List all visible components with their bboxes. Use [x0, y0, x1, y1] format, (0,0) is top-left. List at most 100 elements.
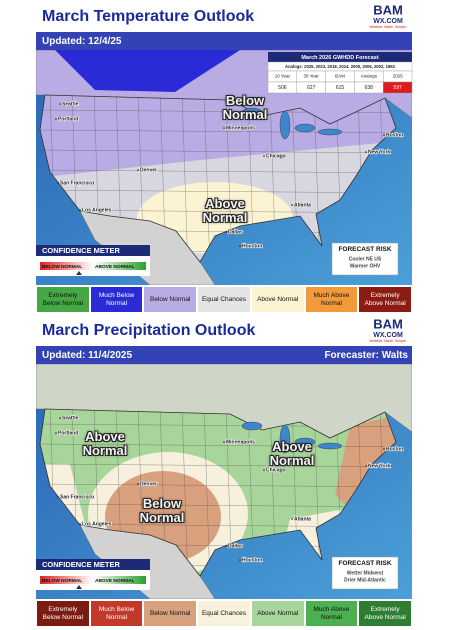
city-dot: [57, 182, 59, 184]
map-label: Below Normal: [222, 93, 268, 122]
city-name: Houston: [242, 243, 262, 249]
map-label: Below Normal: [139, 496, 185, 525]
city-dot: [291, 204, 293, 206]
state-border: [203, 409, 211, 576]
risk-title: FORECAST RISK: [338, 560, 391, 567]
great-lake: [317, 442, 343, 450]
state-border: [313, 409, 321, 576]
table-header: 10 Year: [275, 74, 291, 79]
state-border: [181, 409, 189, 576]
updated-bar: [36, 32, 412, 50]
confidence-scale: [40, 576, 146, 584]
city-dot: [383, 448, 385, 450]
legend-item: Extremely Below Normal: [36, 600, 90, 627]
city-dot: [365, 465, 367, 467]
table-value: 638: [365, 85, 374, 91]
city-dot: [225, 545, 227, 547]
confidence-high: ABOVE NORMAL: [95, 578, 135, 584]
logo-tagline: Weather. Made. Simple.: [369, 339, 406, 343]
city-name: Boston: [386, 132, 403, 138]
great-lake: [317, 128, 343, 136]
great-lake: [279, 424, 291, 454]
confidence-high: ABOVE NORMAL: [95, 264, 135, 270]
risk-box: [331, 556, 399, 590]
confidence-low: BELOW NORMAL: [42, 578, 82, 584]
great-lake: [294, 437, 316, 447]
city-name: Los Angeles: [82, 521, 112, 527]
map-label: Above Normal: [269, 439, 315, 468]
risk-line: Warmer OHV: [350, 263, 381, 269]
legend-item: Equal Chances: [197, 286, 251, 313]
confidence-header-bg: [36, 559, 150, 570]
confidence-title: CONFIDENCE METER: [42, 246, 121, 255]
updated-text: Updated: 11/4/2025: [42, 350, 132, 361]
outlook-panel: March Temperature Outlook BAMWX.COMWeathe…: [36, 2, 413, 285]
city-dot: [59, 417, 61, 419]
city-name: Chicago: [266, 467, 286, 473]
legend-item: Equal Chances: [197, 600, 251, 627]
legend-item: Much Below Normal: [89, 286, 144, 313]
city-name: Boston: [386, 446, 403, 452]
forecaster-text: Forecaster: Walts: [324, 350, 408, 361]
city-dot: [55, 432, 57, 434]
city-dot: [79, 209, 81, 211]
city-dot: [223, 127, 225, 129]
table-value: 506: [278, 85, 287, 91]
city-dot: [263, 155, 265, 157]
risk-line: Wetter Midwest: [347, 570, 384, 576]
great-lake: [294, 123, 316, 133]
city-name: Dallas: [228, 543, 243, 549]
logo-tagline: Weather. Made. Simple.: [369, 25, 406, 29]
panel-title: March Temperature Outlook: [42, 8, 254, 25]
state-border: [181, 95, 189, 262]
legend-item: Extremely Above Normal: [358, 600, 412, 627]
legend-item: Much Above Normal: [304, 600, 359, 627]
panel-title: March Precipitation Outlook: [42, 322, 255, 339]
table-value: 597: [393, 85, 402, 91]
city-name: Portland: [58, 116, 78, 122]
legend-item: Below Normal: [143, 286, 198, 313]
great-lake: [279, 110, 291, 140]
city-name: Chicago: [266, 153, 286, 159]
map-label: Above Normal: [82, 429, 128, 458]
legend-item: Extremely Below Normal: [36, 286, 90, 313]
city-name: Seattle: [62, 101, 79, 107]
city-name: Minneapolis: [226, 439, 255, 445]
us-outline: [39, 408, 397, 577]
legend-item: Much Above Normal: [304, 286, 359, 313]
risk-line: Cooler NE US: [349, 256, 382, 262]
city-name: New York: [368, 149, 391, 155]
legend-item: Extremely Above Normal: [358, 286, 412, 313]
city-dot: [57, 496, 59, 498]
logo-text: BAM: [373, 2, 403, 17]
city-name: New York: [368, 463, 391, 469]
state-border: [313, 95, 321, 262]
legend-item: Much Below Normal: [89, 600, 144, 627]
great-lake: [241, 421, 263, 431]
city-name: Denver: [140, 167, 157, 173]
state-border: [40, 443, 396, 448]
city-name: Houston: [242, 557, 262, 563]
confidence-pointer: [76, 271, 82, 275]
city-dot: [365, 151, 367, 153]
logo-text: BAM: [373, 316, 403, 331]
city-dot: [137, 169, 139, 171]
table-title: March 2026 GWHDD Forecast: [301, 55, 378, 61]
city-name: Denver: [140, 481, 157, 487]
city-dot: [55, 118, 57, 120]
canada-much-below: [55, 50, 240, 92]
city-name: Portland: [58, 430, 78, 436]
state-border: [40, 483, 396, 488]
state-border: [40, 169, 396, 174]
city-dot: [79, 523, 81, 525]
risk-line: Drier Mid-Atlantic: [344, 577, 386, 583]
city-dot: [263, 469, 265, 471]
table-header: Analogs: [361, 74, 378, 79]
city-name: Seattle: [62, 415, 79, 421]
city-name: San Francisco: [60, 180, 94, 186]
city-name: Minneapolis: [226, 125, 255, 131]
city-name: Atlanta: [294, 516, 311, 522]
city-dot: [137, 483, 139, 485]
